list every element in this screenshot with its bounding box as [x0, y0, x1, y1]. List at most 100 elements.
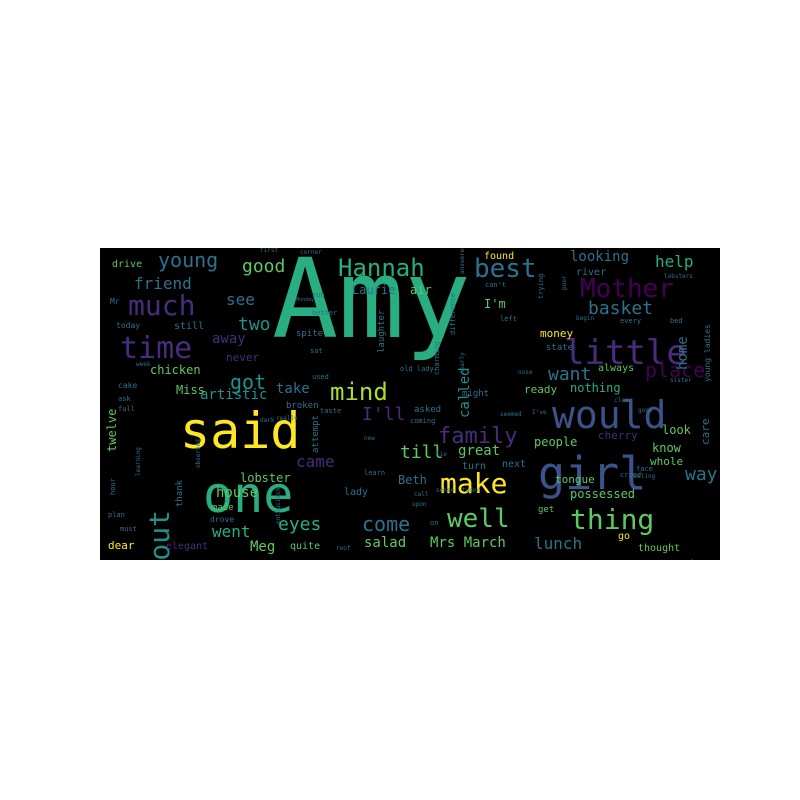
word-coming: coming: [410, 417, 436, 425]
word-sat: sat: [310, 347, 323, 355]
word-week: week: [136, 361, 151, 368]
word-never: never: [226, 351, 260, 364]
word-gone: gone: [638, 407, 653, 414]
word-mind: mind: [330, 378, 388, 406]
word-on: on: [430, 519, 439, 527]
word-help: help: [655, 252, 694, 271]
word-can-t: can't: [485, 281, 507, 289]
word-call: call: [414, 491, 429, 498]
word-enthusiasm: enthusiasm: [275, 487, 282, 524]
word-possessed: possessed: [570, 487, 636, 501]
word-thank: thank: [175, 479, 185, 507]
word-really: really: [276, 415, 298, 422]
word-upon: upon: [412, 501, 427, 508]
word-charming: charming: [433, 341, 441, 375]
word-tudor: tudor: [462, 487, 481, 494]
word-amy: Amy: [272, 248, 471, 363]
word-great: great: [458, 443, 501, 459]
word-friend: friend: [134, 274, 192, 293]
word-poor: poor: [561, 275, 568, 290]
word-without: without: [143, 510, 176, 560]
word-ask: ask: [118, 395, 131, 403]
word-cloud: AmysaidoneJogirlwouldlittlelikewithoutti…: [100, 248, 720, 560]
word-get: get: [538, 505, 555, 515]
word-plan: plan: [108, 511, 125, 519]
word-bed: bed: [670, 317, 683, 325]
word-ready: ready: [524, 383, 558, 396]
word-young-ladies: young ladies: [703, 324, 712, 382]
word-quite: quite: [290, 541, 321, 552]
word-make: make: [440, 467, 508, 500]
word-thought: thought: [638, 543, 681, 554]
word-used: used: [312, 373, 329, 381]
word-clear: clear: [614, 397, 633, 404]
word-came: came: [296, 452, 335, 471]
word-attempt: attempt: [311, 415, 321, 453]
word-drive: drive: [112, 259, 143, 270]
word-people: people: [534, 435, 578, 449]
word-left: left: [500, 315, 517, 323]
word-went: went: [212, 522, 251, 541]
word-sun: sun: [312, 291, 325, 299]
word-taste: taste: [320, 407, 342, 415]
word-corner: corner: [300, 249, 322, 256]
word-cherry: cherry: [598, 429, 638, 442]
word-lobster: lobster: [240, 471, 291, 485]
word-state: state: [546, 343, 574, 353]
word-time: time: [120, 331, 193, 366]
word-drove: drove: [210, 515, 235, 524]
word-difference: difference: [449, 292, 457, 335]
word-today: today: [116, 321, 141, 330]
word-mr: Mr: [110, 297, 120, 306]
word-girl: girl: [538, 447, 647, 500]
word-still: still: [174, 321, 205, 332]
word-mother: Mother: [580, 274, 674, 304]
word-face: face: [636, 465, 653, 473]
word-little: little: [564, 333, 687, 373]
word-eyes: eyes: [278, 514, 322, 535]
word-old-lady: old lady: [400, 365, 434, 373]
word-looking: looking: [570, 249, 630, 265]
word-might: might: [462, 389, 490, 399]
word-meg: Meg: [250, 539, 276, 555]
word-air: air: [410, 283, 432, 297]
word-nose: nose: [518, 369, 533, 376]
word-broken: broken: [286, 401, 319, 411]
word-must: must: [120, 525, 137, 533]
word-lady: lady: [344, 487, 369, 498]
word-new: new: [364, 435, 375, 442]
word-i-ll: I'll: [362, 404, 406, 425]
word-family: family: [438, 424, 518, 449]
word-cried: cried: [620, 471, 642, 479]
word-artistic: artistic: [200, 387, 268, 403]
word-would: would: [552, 393, 667, 437]
word-two: two: [238, 314, 271, 335]
word-sister: sister: [670, 377, 692, 384]
word-want: want: [548, 364, 592, 385]
word-home: home: [675, 336, 691, 370]
word-monday: Monday: [296, 297, 315, 303]
word-full: full: [118, 405, 135, 413]
word-cake: cake: [118, 381, 138, 390]
word-elegant: elegant: [166, 541, 209, 552]
word-every: every: [620, 317, 642, 325]
word-young: young: [158, 248, 219, 272]
word-hannah: Hannah: [338, 254, 425, 282]
word-house: house: [216, 485, 259, 501]
word-i-ve: I've: [532, 409, 547, 416]
word-care: care: [699, 418, 712, 446]
word-trying: trying: [537, 273, 545, 299]
word-set: set: [346, 559, 367, 560]
word-made: made: [212, 503, 234, 513]
word-feeling: feeling: [630, 473, 656, 480]
word-roof: roof: [336, 545, 351, 552]
word-observed: observed: [195, 439, 202, 468]
word-till: till: [400, 442, 444, 463]
word-thing: thing: [570, 503, 655, 536]
word-way: way: [685, 464, 718, 485]
word-nearly: nearly: [459, 352, 466, 374]
word-look: look: [662, 423, 691, 437]
word-begin: begin: [576, 315, 595, 322]
word-whole: whole: [650, 455, 684, 468]
word-lie: lie: [436, 451, 447, 458]
